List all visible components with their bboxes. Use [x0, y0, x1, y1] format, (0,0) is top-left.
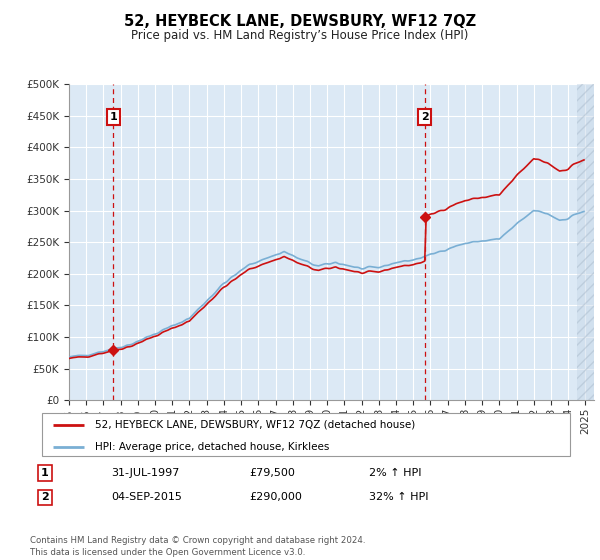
Text: 2% ↑ HPI: 2% ↑ HPI: [369, 468, 421, 478]
Text: 04-SEP-2015: 04-SEP-2015: [111, 492, 182, 502]
Text: £290,000: £290,000: [249, 492, 302, 502]
Text: Price paid vs. HM Land Registry’s House Price Index (HPI): Price paid vs. HM Land Registry’s House …: [131, 29, 469, 42]
Text: 1: 1: [41, 468, 49, 478]
Text: 32% ↑ HPI: 32% ↑ HPI: [369, 492, 428, 502]
Text: 1: 1: [110, 112, 117, 122]
Text: 2: 2: [421, 112, 428, 122]
Text: 31-JUL-1997: 31-JUL-1997: [111, 468, 179, 478]
Text: 2: 2: [41, 492, 49, 502]
Text: £79,500: £79,500: [249, 468, 295, 478]
Text: Contains HM Land Registry data © Crown copyright and database right 2024.
This d: Contains HM Land Registry data © Crown c…: [30, 536, 365, 557]
Text: 52, HEYBECK LANE, DEWSBURY, WF12 7QZ: 52, HEYBECK LANE, DEWSBURY, WF12 7QZ: [124, 14, 476, 29]
Bar: [577, 84, 594, 400]
Text: 52, HEYBECK LANE, DEWSBURY, WF12 7QZ (detached house): 52, HEYBECK LANE, DEWSBURY, WF12 7QZ (de…: [95, 419, 415, 430]
FancyBboxPatch shape: [42, 413, 570, 456]
Text: HPI: Average price, detached house, Kirklees: HPI: Average price, detached house, Kirk…: [95, 442, 329, 452]
